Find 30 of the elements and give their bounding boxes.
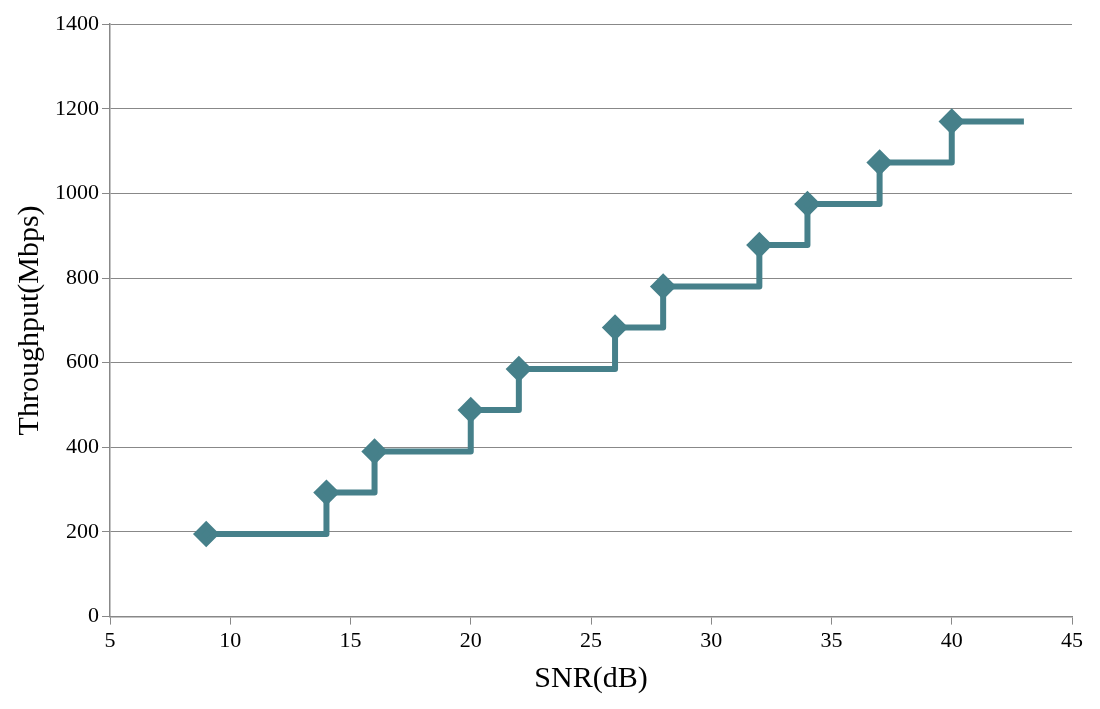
y-tick-label: 1200 bbox=[55, 94, 99, 120]
y-tick-label: 1000 bbox=[55, 179, 99, 205]
x-tick-label: 15 bbox=[339, 626, 362, 652]
point bbox=[867, 150, 892, 175]
y-tick-label: 1400 bbox=[55, 9, 99, 35]
point bbox=[651, 274, 676, 299]
x-tick-label: 20 bbox=[459, 626, 482, 652]
point bbox=[194, 522, 219, 547]
y-tick-label: 600 bbox=[66, 348, 99, 374]
point bbox=[603, 315, 628, 340]
point bbox=[506, 357, 531, 382]
x-tick-label: 30 bbox=[700, 626, 723, 652]
x-tick-label: 10 bbox=[219, 626, 242, 652]
y-tick-label: 800 bbox=[66, 263, 99, 289]
y-tick-label: 200 bbox=[66, 517, 99, 543]
x-tick-label: 40 bbox=[940, 626, 963, 652]
point bbox=[458, 398, 483, 423]
point bbox=[314, 480, 339, 505]
x-tick-label: 25 bbox=[580, 626, 602, 652]
point bbox=[362, 439, 387, 464]
point bbox=[795, 192, 820, 217]
y-tick-label: 400 bbox=[66, 433, 99, 459]
x-tick-label: 45 bbox=[1061, 626, 1083, 652]
x-tick-label: 5 bbox=[104, 626, 116, 652]
y-axis-title: Throughput(Mbps) bbox=[10, 205, 45, 436]
y-tick-label: 0 bbox=[88, 602, 99, 628]
x-axis-title: SNR(dB) bbox=[534, 659, 648, 694]
point bbox=[747, 233, 772, 258]
point bbox=[939, 109, 964, 134]
x-tick-label: 35 bbox=[820, 626, 843, 652]
